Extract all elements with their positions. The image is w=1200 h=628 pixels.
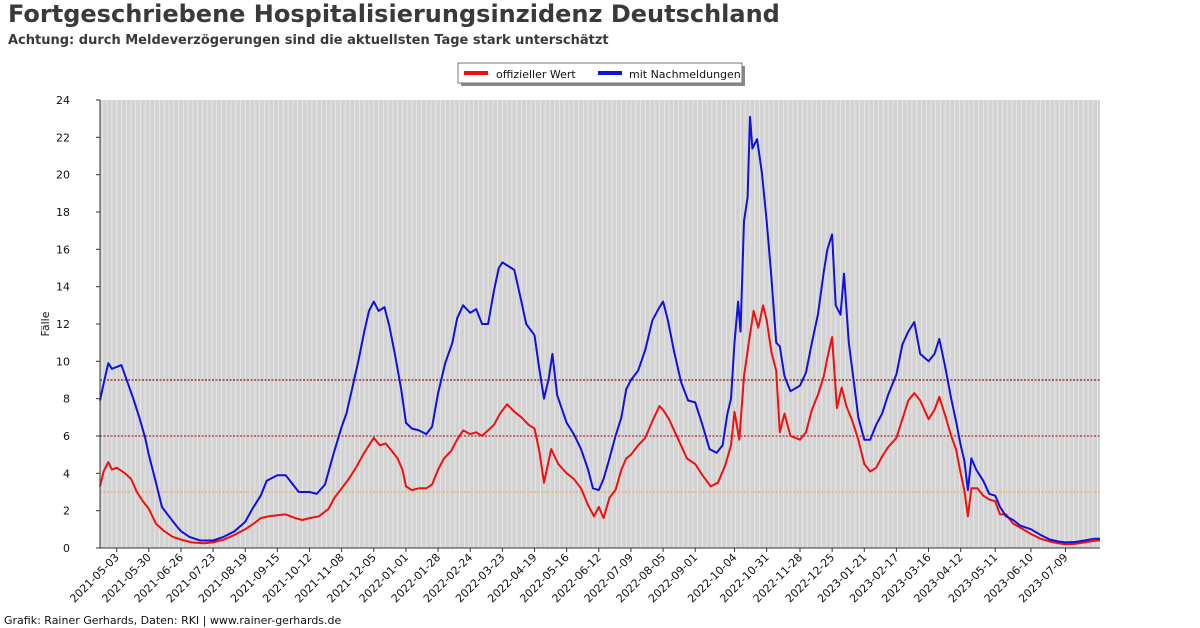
- y-tick-label: 4: [63, 467, 70, 480]
- y-tick-label: 22: [56, 131, 70, 144]
- legend: offizieller Wert mit Nachmeldungen: [457, 62, 745, 86]
- y-tick-label: 24: [56, 94, 70, 107]
- y-tick-label: 14: [56, 281, 70, 294]
- y-tick-label: 6: [63, 430, 70, 443]
- y-tick-label: 2: [63, 505, 70, 518]
- vertical-grid: [102, 100, 1098, 548]
- y-axis-label: Fälle: [39, 311, 52, 336]
- x-axis-ticks: 2021-05-032021-05-302021-06-262021-07-23…: [67, 548, 1071, 605]
- series-line-official: [99, 304, 1101, 546]
- y-tick-label: 10: [56, 355, 70, 368]
- legend-swatch-official: [464, 71, 488, 75]
- plot-area: [100, 100, 1100, 548]
- y-tick-label: 18: [56, 206, 70, 219]
- legend-swatch-nachmeldungen: [598, 71, 622, 75]
- reference-lines: [100, 379, 1100, 493]
- y-tick-label: 0: [63, 542, 70, 555]
- legend-label-nachmeldungen: mit Nachmeldungen: [629, 68, 741, 81]
- legend-label-official: offizieller Wert: [496, 68, 576, 81]
- y-tick-label: 20: [56, 169, 70, 182]
- y-tick-label: 16: [56, 243, 70, 256]
- footer-credit: Grafik: Rainer Gerhards, Daten: RKI | ww…: [4, 614, 342, 627]
- y-tick-label: 8: [63, 393, 70, 406]
- chart-title: Fortgeschriebene Hospitalisierungsinzide…: [8, 0, 780, 28]
- series-lines: [99, 115, 1101, 546]
- chart-subtitle: Achtung: durch Meldeverzögerungen sind d…: [8, 33, 609, 48]
- y-tick-label: 12: [56, 318, 70, 331]
- series-line-nachmeldungen: [99, 115, 1100, 544]
